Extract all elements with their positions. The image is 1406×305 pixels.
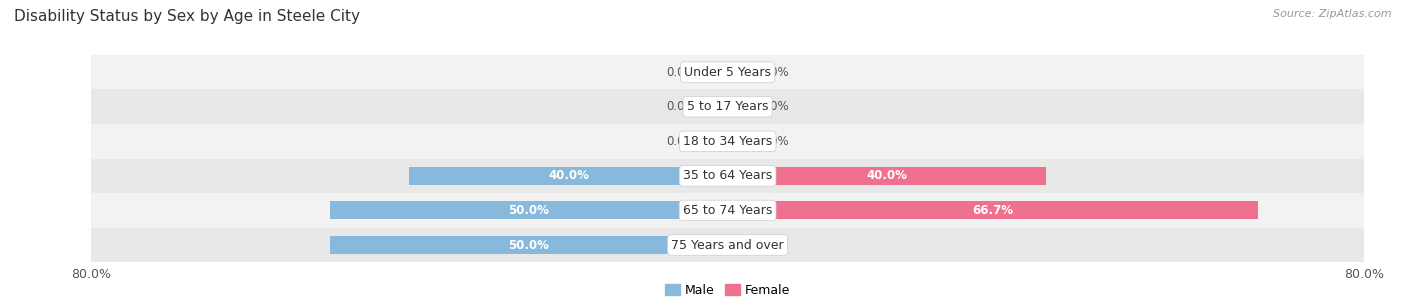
Text: 40.0%: 40.0% [548, 169, 589, 182]
Text: 18 to 34 Years: 18 to 34 Years [683, 135, 772, 148]
Text: 40.0%: 40.0% [866, 169, 907, 182]
Legend: Male, Female: Male, Female [659, 279, 796, 302]
Bar [91, 159, 1364, 193]
Bar [91, 89, 1364, 124]
Bar [91, 228, 1364, 262]
Text: 0.0%: 0.0% [759, 100, 789, 113]
Text: 65 to 74 Years: 65 to 74 Years [683, 204, 772, 217]
Bar [728, 63, 751, 81]
Bar [330, 236, 728, 254]
Bar [704, 98, 728, 116]
Bar [728, 236, 751, 254]
Text: 5 to 17 Years: 5 to 17 Years [688, 100, 768, 113]
Bar [728, 202, 1258, 219]
Text: 0.0%: 0.0% [666, 135, 696, 148]
Bar [91, 124, 1364, 159]
Bar [704, 132, 728, 150]
Text: Under 5 Years: Under 5 Years [685, 66, 770, 79]
Text: 75 Years and over: 75 Years and over [671, 239, 785, 252]
Text: 50.0%: 50.0% [509, 239, 550, 252]
Bar [728, 167, 1046, 185]
Text: 0.0%: 0.0% [759, 239, 789, 252]
Text: 0.0%: 0.0% [759, 66, 789, 79]
Bar [704, 63, 728, 81]
Text: 0.0%: 0.0% [666, 100, 696, 113]
Text: 50.0%: 50.0% [509, 204, 550, 217]
Bar [728, 132, 751, 150]
Bar [330, 202, 728, 219]
Text: 66.7%: 66.7% [973, 204, 1014, 217]
Bar [91, 55, 1364, 89]
Bar [728, 98, 751, 116]
Text: 0.0%: 0.0% [759, 135, 789, 148]
Bar [409, 167, 728, 185]
Text: 35 to 64 Years: 35 to 64 Years [683, 169, 772, 182]
Text: Disability Status by Sex by Age in Steele City: Disability Status by Sex by Age in Steel… [14, 9, 360, 24]
Text: Source: ZipAtlas.com: Source: ZipAtlas.com [1274, 9, 1392, 19]
Text: 0.0%: 0.0% [666, 66, 696, 79]
Bar [91, 193, 1364, 228]
